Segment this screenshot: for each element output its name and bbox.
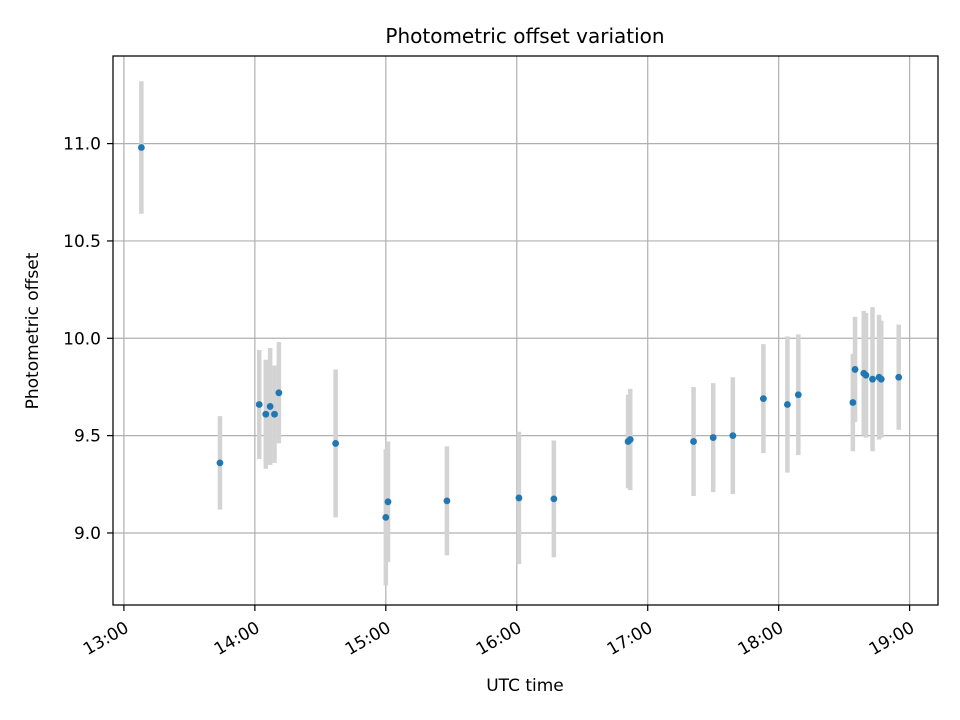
data-point (784, 401, 791, 408)
data-points (137, 144, 903, 521)
data-point (709, 434, 717, 441)
y-tick-label: 11.0 (63, 135, 101, 155)
chart-title: Photometric offset variation (385, 24, 664, 48)
y-axis-ticks: 9.0 9.5 10.0 10.5 11.0 (63, 135, 113, 544)
data-point (443, 497, 451, 505)
data-point (255, 401, 263, 408)
y-tick-label: 10.5 (63, 232, 101, 252)
data-point (382, 513, 390, 521)
data-point (384, 498, 392, 506)
data-point (271, 410, 278, 418)
x-axis-label: UTC time (486, 676, 564, 696)
data-point (794, 391, 802, 399)
data-point (690, 438, 697, 445)
data-point (216, 459, 224, 467)
data-point (275, 389, 283, 397)
data-point (849, 399, 857, 406)
data-point (759, 395, 767, 403)
data-point (895, 373, 903, 381)
data-point (550, 495, 558, 503)
data-point (332, 440, 340, 447)
data-point (137, 144, 145, 151)
y-tick-label: 9.0 (74, 524, 101, 544)
y-tick-label: 10.0 (63, 329, 101, 349)
data-point (862, 371, 870, 379)
data-point (515, 494, 523, 502)
data-point (869, 375, 876, 383)
plot-frame (112, 55, 939, 606)
data-point (851, 366, 859, 373)
y-axis-label: Photometric offset (23, 252, 43, 409)
data-point (626, 436, 634, 443)
data-point (262, 410, 270, 418)
y-tick-label: 9.5 (74, 427, 101, 447)
data-point (729, 432, 737, 440)
data-point (877, 375, 885, 383)
data-point (266, 403, 274, 410)
